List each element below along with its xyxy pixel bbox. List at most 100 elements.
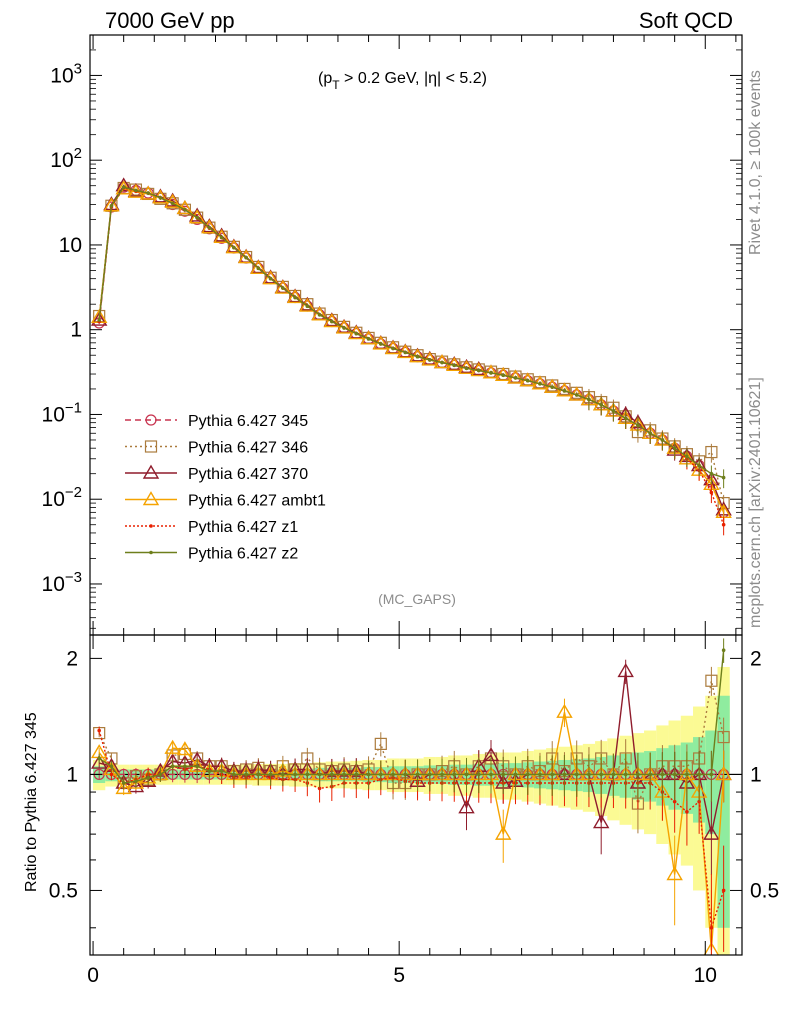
data-point [311, 306, 328, 321]
mcplots-label: mcplots.cern.ch [arXiv:2401.10621] [747, 377, 764, 628]
data-point [170, 201, 175, 206]
ratio-point [207, 769, 212, 773]
ytick-label: 10−3 [42, 569, 82, 596]
ratio-point [574, 772, 579, 777]
legend-marker [144, 440, 158, 453]
data-point [219, 235, 224, 240]
ratio-series-group [90, 638, 732, 955]
ratio-point [158, 772, 163, 777]
legend-label: Pythia 6.427 ambt1 [188, 493, 326, 510]
data-point [286, 289, 304, 304]
data-point [97, 318, 101, 322]
data-point [121, 185, 126, 190]
ratio-point [550, 772, 555, 777]
data-point [721, 475, 726, 480]
series-line [98, 187, 725, 513]
ratio-frame [89, 634, 743, 956]
ytick-label: 1 [70, 319, 82, 342]
ratio-point [354, 772, 359, 777]
ratio-point [452, 772, 457, 777]
ratio-point [458, 799, 475, 814]
legend-marker [149, 524, 153, 528]
ratio-point [525, 772, 530, 777]
ratio-point [501, 772, 506, 777]
ratio-point [672, 799, 677, 804]
ratio-point [703, 941, 720, 955]
ratio-panel: 0 5 10 0.5 0.5 1 1 2 2 [49, 635, 779, 987]
ratio-ytick-label-right: 2 [750, 647, 762, 670]
data-point [574, 393, 579, 397]
legend-entry: Pythia 6.427 z1 [125, 519, 298, 536]
ratio-ytick-label-right: 0.5 [750, 879, 779, 902]
ratio-point [378, 772, 383, 777]
data-point [317, 312, 322, 317]
main-panel: 10−3 10−2 10−1 1 10 102 103 [42, 34, 742, 635]
data-point [415, 354, 420, 359]
data-point [623, 416, 628, 421]
data-point [427, 358, 432, 362]
ratio-point [489, 772, 493, 777]
data-point [440, 360, 444, 365]
series-line [98, 184, 725, 511]
ratio-point [268, 772, 273, 777]
series-1 [93, 181, 730, 514]
ratio-point [697, 799, 701, 804]
data-point [525, 378, 530, 383]
legend-entry: Pythia 6.427 z2 [125, 546, 298, 563]
ratio-point [134, 779, 138, 784]
ratio-ytick-label: 0.5 [49, 879, 78, 902]
data-point [636, 423, 640, 427]
ratio-point [317, 786, 322, 791]
ytick-label: 10 [59, 234, 82, 257]
ratio-point [717, 730, 730, 744]
ratio-point [305, 772, 310, 777]
data-point [501, 373, 506, 378]
legend-label: Pythia 6.427 z1 [188, 519, 298, 536]
rivet-version-label: Rivet 4.1.0, ≥ 100k events [747, 70, 764, 255]
ratio-point [146, 776, 150, 780]
ratio-point [109, 772, 114, 777]
ratio-point [330, 772, 334, 777]
band-group [93, 666, 730, 955]
data-point [403, 350, 408, 355]
ratio-point [183, 764, 187, 769]
data-point [268, 276, 273, 281]
inner-band-bin [717, 695, 730, 928]
data-point [262, 270, 279, 285]
ratio-point [476, 772, 481, 777]
ratio-point [256, 772, 261, 777]
data-point [305, 304, 310, 308]
series-line [98, 186, 724, 479]
ratio-point [164, 739, 181, 754]
ytick-label: 10−1 [42, 399, 82, 426]
ratio-point [281, 772, 285, 777]
ratio-point [176, 741, 194, 756]
ratio-point [562, 772, 567, 777]
data-point [648, 431, 652, 436]
ratio-point [685, 809, 689, 814]
ratio-ytick-label: 2 [66, 647, 78, 670]
legend-entry: Pythia 6.427 345 [125, 413, 308, 430]
data-point [330, 319, 334, 324]
series-line [98, 186, 725, 513]
data-point [323, 313, 341, 328]
data-point [697, 463, 701, 468]
data-point [213, 228, 230, 244]
data-point [391, 346, 395, 351]
ytick-label: 10−2 [42, 484, 82, 511]
ratio-point [648, 772, 652, 777]
ratio-point [293, 772, 297, 777]
ratio-point [685, 772, 689, 777]
ratio-series-5 [97, 638, 726, 802]
ratio-point [599, 772, 603, 777]
data-point [611, 409, 616, 413]
data-point [244, 255, 248, 260]
ratio-point [97, 728, 101, 733]
ratio-point [617, 663, 634, 678]
data-point [550, 385, 555, 389]
data-point [464, 366, 469, 371]
ratio-point [587, 772, 591, 777]
data-point [342, 326, 346, 330]
data-point [115, 177, 132, 192]
legend-label: Pythia 6.427 370 [188, 466, 308, 483]
